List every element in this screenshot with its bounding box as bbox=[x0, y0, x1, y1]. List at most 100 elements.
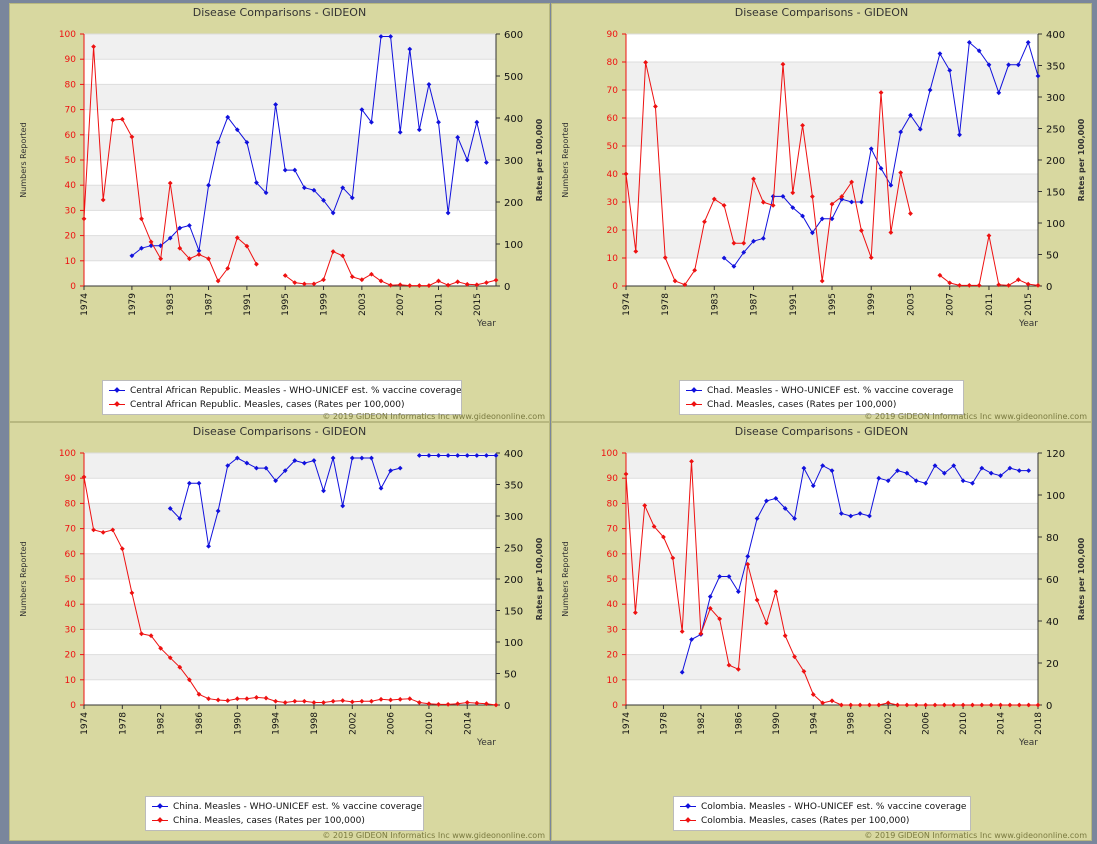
data-point bbox=[215, 278, 221, 284]
right-tick-label: 300 bbox=[504, 156, 523, 167]
left-tick-label: 90 bbox=[607, 30, 619, 40]
right-tick-label: 0 bbox=[504, 701, 510, 712]
legend-label: China. Measles - WHO-UNICEF est. % vacci… bbox=[173, 802, 422, 812]
legend-blue-marker bbox=[152, 803, 168, 811]
chart-panel-chad: Disease Comparisons - GIDEON 0 10 20 30 40 50… bbox=[551, 3, 1092, 422]
left-tick-label: 50 bbox=[65, 156, 77, 166]
chart-plot: 0 10 20 30 40 50 60 70 80 90 100 0 20 40 60 80 100 120 197… bbox=[561, 449, 1086, 748]
left-tick-label: 40 bbox=[65, 181, 77, 191]
grid-band bbox=[626, 118, 1038, 146]
grid-band bbox=[626, 174, 1038, 202]
y-axis-right-label: Rates per 100,000 bbox=[535, 537, 544, 620]
data-point bbox=[330, 698, 336, 704]
legend-red-marker bbox=[680, 817, 696, 825]
x-tick-label: 1991 bbox=[789, 293, 799, 316]
x-tick-label: 1995 bbox=[281, 293, 291, 316]
data-point bbox=[484, 160, 489, 165]
data-point bbox=[801, 465, 807, 471]
legend-item: Chad. Measles, cases (Rates per 100,000) bbox=[686, 398, 957, 412]
left-tick-label: 30 bbox=[607, 198, 619, 208]
legend-item: Colombia. Measles - WHO-UNICEF est. % va… bbox=[680, 800, 966, 814]
right-tick-label: 400 bbox=[504, 449, 523, 460]
legend-label: Central African Republic. Measles - WHO-… bbox=[130, 386, 462, 396]
x-axis-label: Year bbox=[1018, 738, 1038, 748]
data-point bbox=[986, 233, 992, 239]
left-tick-label: 30 bbox=[65, 206, 77, 216]
left-tick-label: 0 bbox=[70, 282, 76, 292]
data-point bbox=[388, 34, 394, 39]
left-tick-label: 80 bbox=[65, 499, 77, 509]
right-tick-label: 300 bbox=[504, 512, 523, 523]
x-tick-label: 2002 bbox=[884, 712, 894, 735]
data-point bbox=[234, 127, 240, 133]
data-point bbox=[960, 702, 966, 708]
data-point bbox=[484, 280, 489, 286]
data-point bbox=[464, 281, 470, 287]
left-tick-label: 100 bbox=[59, 449, 76, 459]
x-axis-label: Year bbox=[476, 738, 496, 748]
x-tick-label: 2014 bbox=[997, 712, 1007, 735]
data-point bbox=[282, 468, 288, 474]
data-point bbox=[282, 700, 288, 705]
right-tick-label: 350 bbox=[504, 481, 523, 492]
data-point bbox=[273, 698, 279, 704]
series-line bbox=[131, 36, 487, 257]
data-point bbox=[378, 485, 384, 491]
x-tick-label: 2006 bbox=[922, 712, 932, 735]
right-tick-label: 200 bbox=[1046, 156, 1065, 167]
data-point bbox=[474, 119, 480, 125]
legend-red-marker bbox=[686, 401, 702, 409]
data-point bbox=[651, 524, 657, 529]
chart-title: Disease Comparisons - GIDEON bbox=[734, 6, 909, 19]
chart-legend: Chad. Measles - WHO-UNICEF est. % vaccin… bbox=[679, 380, 964, 415]
left-tick-label: 20 bbox=[607, 226, 619, 236]
data-point bbox=[273, 478, 279, 484]
left-tick-label: 20 bbox=[65, 651, 77, 661]
copyright-text: © 2019 GIDEON Informatics Inc www.gideon… bbox=[864, 412, 1087, 421]
left-tick-label: 40 bbox=[607, 600, 619, 610]
data-point bbox=[782, 506, 788, 511]
grid-band bbox=[84, 654, 496, 680]
data-point bbox=[369, 119, 374, 125]
data-point bbox=[282, 167, 288, 173]
x-tick-label: 2014 bbox=[463, 712, 473, 735]
right-tick-label: 0 bbox=[504, 282, 510, 293]
grid-band bbox=[626, 654, 1038, 680]
right-tick-label: 600 bbox=[504, 30, 523, 41]
x-tick-label: 1990 bbox=[233, 712, 243, 735]
left-tick-label: 10 bbox=[65, 676, 77, 686]
data-point bbox=[770, 202, 776, 208]
data-point bbox=[445, 210, 451, 216]
data-point bbox=[913, 702, 919, 708]
x-tick-label: 1998 bbox=[847, 712, 857, 735]
data-point bbox=[731, 240, 737, 246]
y-axis-label: Numbers Reported bbox=[19, 122, 28, 197]
x-tick-label: 1987 bbox=[750, 293, 760, 316]
data-point bbox=[947, 280, 953, 286]
data-point bbox=[244, 243, 250, 249]
x-tick-label: 1999 bbox=[320, 293, 330, 316]
data-point bbox=[773, 495, 779, 501]
data-point bbox=[702, 219, 707, 225]
x-tick-label: 2011 bbox=[985, 293, 995, 316]
left-tick-label: 10 bbox=[65, 257, 77, 267]
left-tick-label: 50 bbox=[607, 142, 619, 152]
chart-legend: Colombia. Measles - WHO-UNICEF est. % va… bbox=[673, 796, 971, 831]
data-point bbox=[754, 516, 760, 521]
data-point bbox=[321, 277, 326, 283]
data-point bbox=[754, 597, 760, 603]
left-tick-label: 80 bbox=[607, 499, 619, 509]
grid-band bbox=[626, 62, 1038, 90]
data-point bbox=[643, 59, 649, 65]
right-tick-label: 350 bbox=[1046, 62, 1065, 73]
left-tick-label: 80 bbox=[607, 58, 619, 68]
data-point bbox=[1035, 702, 1041, 708]
x-tick-label: 1994 bbox=[809, 712, 819, 735]
data-point bbox=[311, 187, 317, 193]
data-point bbox=[717, 616, 723, 622]
data-point bbox=[359, 107, 365, 113]
copyright-text: © 2019 GIDEON Informatics Inc www.gideon… bbox=[322, 412, 545, 421]
x-tick-label: 1974 bbox=[622, 712, 632, 735]
x-tick-label: 2006 bbox=[387, 712, 397, 735]
x-axis-label: Year bbox=[476, 319, 496, 329]
